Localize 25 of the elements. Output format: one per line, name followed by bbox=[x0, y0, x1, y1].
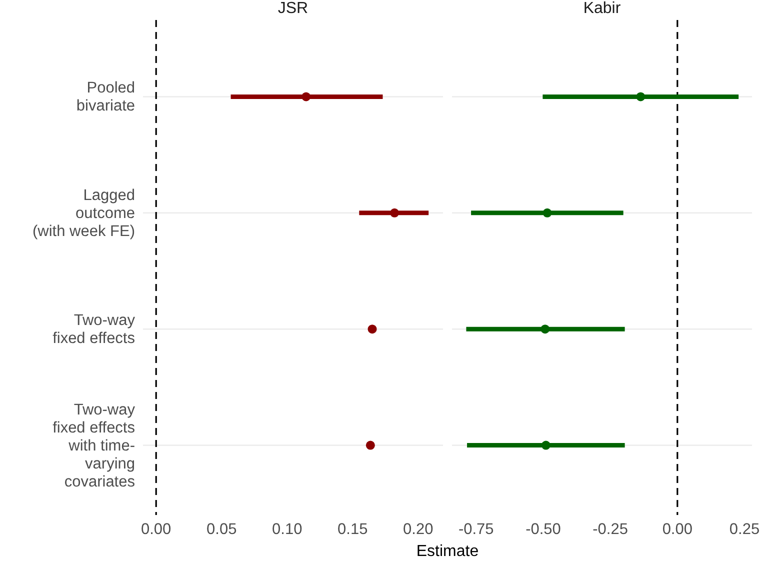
point bbox=[368, 324, 377, 334]
point bbox=[366, 440, 375, 450]
point bbox=[390, 208, 400, 218]
x-tick-label: 0.00 bbox=[141, 521, 172, 538]
point bbox=[541, 440, 550, 450]
x-tick-label: 0.05 bbox=[206, 521, 237, 538]
point bbox=[540, 324, 550, 334]
y-tick-label: Pooled bivariate bbox=[76, 80, 135, 115]
x-tick-label: 0.20 bbox=[403, 521, 434, 538]
x-tick-label: 0.25 bbox=[729, 521, 760, 538]
chart-title: Kabir bbox=[583, 0, 622, 17]
x-tick-label: 0.10 bbox=[272, 521, 303, 538]
point bbox=[636, 92, 646, 102]
point bbox=[302, 92, 311, 102]
x-axis-title: Estimate bbox=[416, 543, 479, 560]
point bbox=[542, 208, 552, 218]
x-tick-label: 0.00 bbox=[662, 521, 693, 538]
x-tick-label: -0.25 bbox=[592, 521, 628, 538]
x-tick-label: -0.50 bbox=[526, 521, 562, 538]
x-tick-label: -0.75 bbox=[458, 521, 494, 538]
y-tick-label: Lagged outcome (with week FE) bbox=[32, 186, 135, 240]
x-tick-label: 0.15 bbox=[338, 521, 368, 538]
y-tick-label: Two-way fixed effects with time- varying covariates bbox=[52, 401, 136, 490]
y-tick-label: Two-way fixed effects bbox=[52, 312, 136, 348]
chart-title: JSR bbox=[278, 0, 308, 17]
